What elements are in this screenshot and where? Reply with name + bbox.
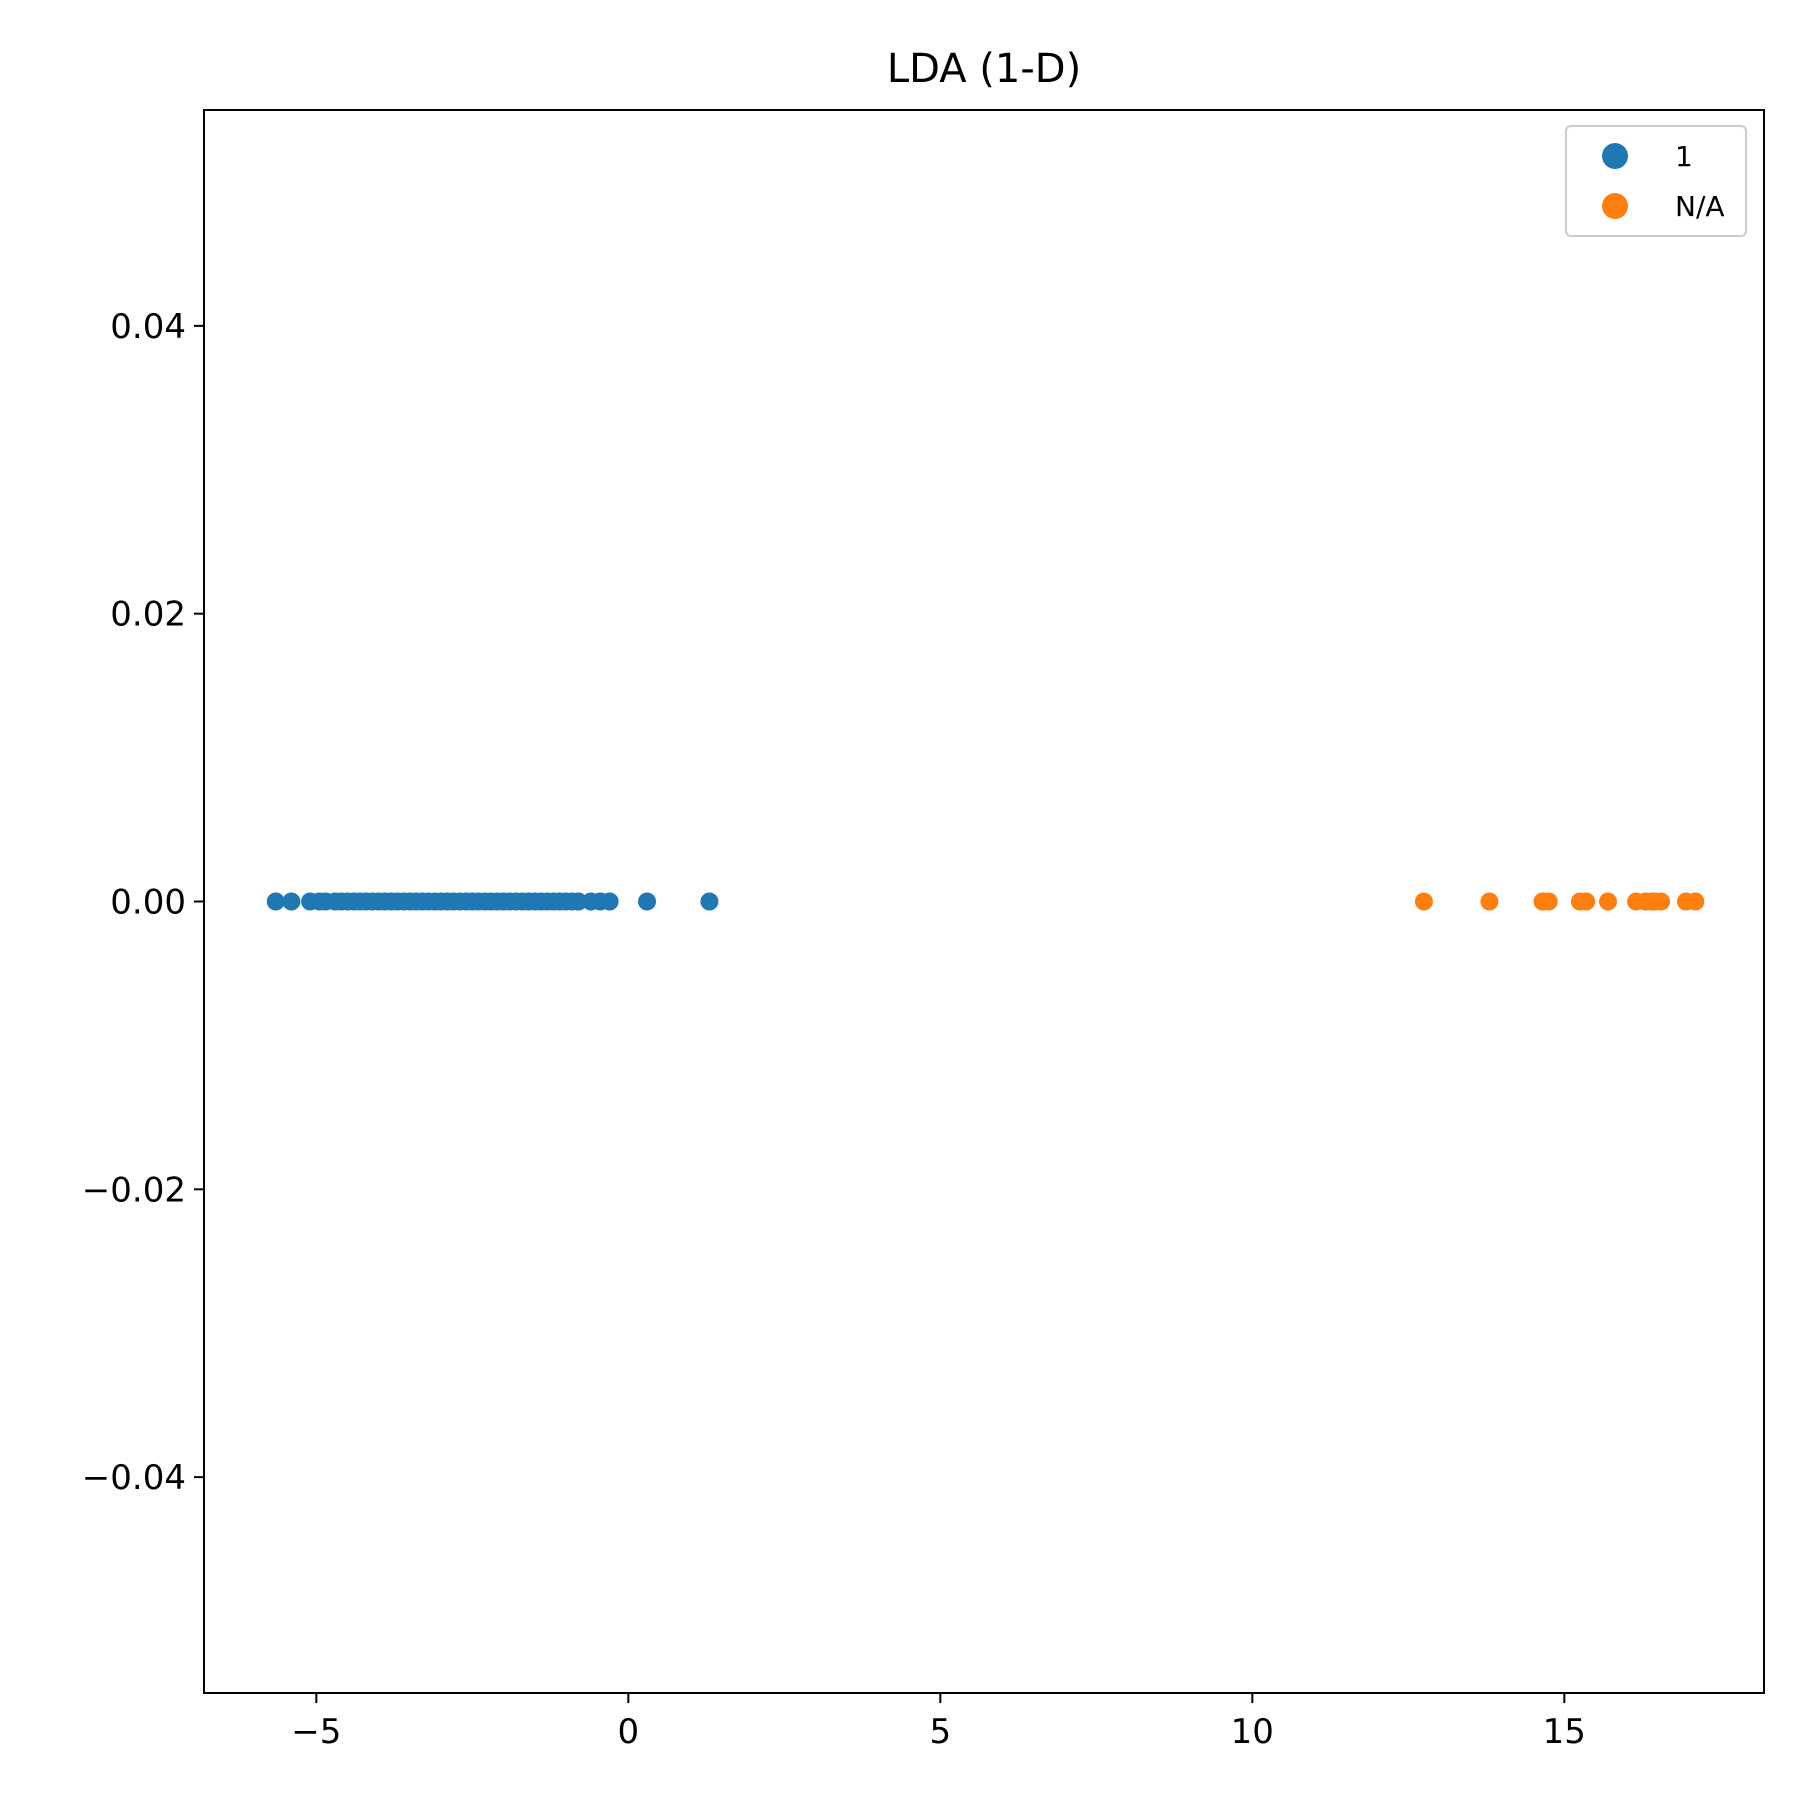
data-point-series-2 <box>1686 892 1705 911</box>
x-tick-label: 0 <box>617 1712 639 1752</box>
y-tick-label: 0.02 <box>110 595 186 635</box>
data-point-series-1 <box>700 892 719 911</box>
data-point-series-1 <box>282 892 301 911</box>
data-point-series-2 <box>1577 892 1596 911</box>
data-point-series-2 <box>1652 892 1671 911</box>
y-tick-label: 0.04 <box>110 307 186 347</box>
data-point-series-2 <box>1414 892 1433 911</box>
legend-marker-series-1 <box>1602 143 1628 169</box>
data-point-series-1 <box>600 892 619 911</box>
x-tick-label: 10 <box>1231 1712 1274 1752</box>
data-point-series-1 <box>638 892 657 911</box>
legend: 1 N/A <box>1565 125 1747 237</box>
x-tick-label: −5 <box>291 1712 341 1752</box>
legend-label-series-1: 1 <box>1675 140 1693 173</box>
chart-title: LDA (1-D) <box>887 46 1081 92</box>
data-point-series-1 <box>569 892 588 911</box>
y-axis: −0.04 −0.02 0.00 0.02 0.04 <box>82 307 204 1498</box>
data-points <box>266 892 1705 911</box>
y-tick-label: 0.00 <box>110 883 186 923</box>
x-tick-label: 15 <box>1543 1712 1586 1752</box>
x-axis: −5 0 5 10 15 <box>291 1693 1586 1752</box>
legend-label-series-2: N/A <box>1675 190 1725 223</box>
data-point-series-2 <box>1599 892 1617 911</box>
y-tick-label: −0.04 <box>82 1458 186 1498</box>
legend-marker-series-2 <box>1602 193 1628 219</box>
data-point-series-1 <box>266 892 285 911</box>
x-tick-label: 5 <box>929 1712 951 1752</box>
data-point-series-2 <box>1480 892 1499 911</box>
y-tick-label: −0.02 <box>82 1170 186 1210</box>
data-point-series-2 <box>1539 892 1558 911</box>
